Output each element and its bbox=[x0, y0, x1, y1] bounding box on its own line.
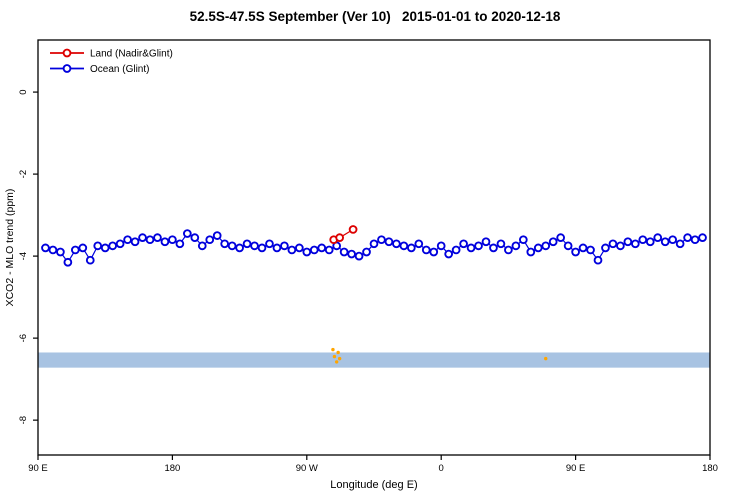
x-axis-label: Longitude (deg E) bbox=[330, 479, 417, 491]
y-axis: 0 -2 -4 -6 -8 XCO2 - MLO trend (ppm) bbox=[4, 89, 38, 424]
svg-text:-4: -4 bbox=[18, 252, 29, 260]
svg-text:-2: -2 bbox=[18, 170, 29, 178]
svg-text:180: 180 bbox=[702, 463, 718, 474]
band-highlight-marks bbox=[331, 347, 548, 364]
svg-text:-6: -6 bbox=[18, 334, 29, 342]
y-axis-label: XCO2 - MLO trend (ppm) bbox=[4, 189, 16, 307]
legend-label: Land (Nadir&Glint) bbox=[90, 49, 173, 60]
svg-text:90 E: 90 E bbox=[566, 463, 586, 474]
svg-text:180: 180 bbox=[164, 463, 180, 474]
legend-marker-icon bbox=[62, 64, 72, 73]
series-land bbox=[329, 225, 358, 245]
svg-text:0: 0 bbox=[439, 463, 444, 474]
series-ocean bbox=[41, 229, 707, 267]
legend-label: Ocean (Glint) bbox=[90, 64, 149, 75]
horizontal-band bbox=[38, 352, 710, 368]
legend: Land (Nadir&Glint) Ocean (Glint) bbox=[50, 49, 173, 75]
x-axis: 90 E 180 90 W 0 90 E 180 Longitude (deg E) bbox=[28, 455, 718, 491]
legend-marker-icon bbox=[62, 48, 72, 58]
chart-title: 52.5S-47.5S September (Ver 10) 2015-01-0… bbox=[189, 9, 561, 24]
plot-border bbox=[37, 39, 711, 456]
legend-item-ocean: Ocean (Glint) bbox=[50, 64, 149, 75]
svg-text:-8: -8 bbox=[18, 416, 29, 424]
svg-text:90 E: 90 E bbox=[28, 463, 48, 474]
legend-item-land: Land (Nadir&Glint) bbox=[50, 49, 173, 60]
svg-text:0: 0 bbox=[18, 89, 29, 94]
svg-text:90 W: 90 W bbox=[296, 463, 318, 474]
